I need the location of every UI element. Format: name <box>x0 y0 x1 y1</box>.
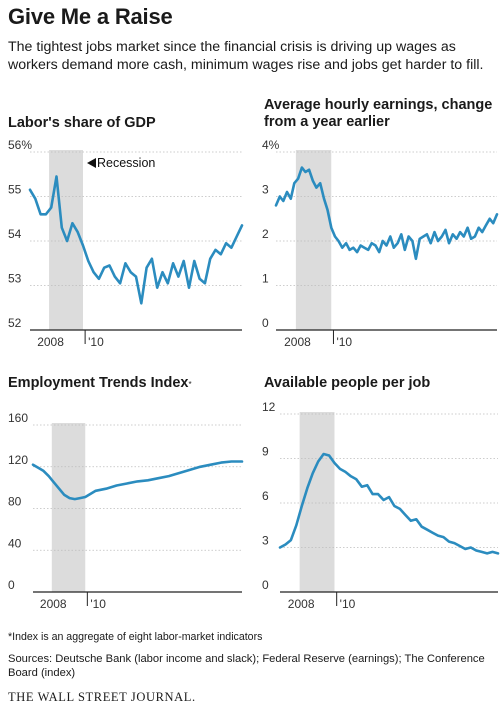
x-tick-label: '10 <box>88 335 104 349</box>
y-tick-label: 9 <box>262 445 269 459</box>
chart-1-title: Labor's share of GDP <box>8 115 156 131</box>
chart-people-per-job: 12 9 6 3 0 2008 '10 <box>262 400 500 611</box>
y-tick-label: 56% <box>8 140 32 152</box>
annotation-arrow <box>87 158 96 168</box>
x-tick-label: 2008 <box>288 597 315 611</box>
y-tick-label: 2 <box>262 227 269 241</box>
recession-shading <box>299 412 335 592</box>
y-tick-label: 40 <box>8 536 22 550</box>
chart-2-title: Average hourly earnings, change from a y… <box>264 97 493 130</box>
y-tick-label: 4% <box>262 140 280 152</box>
y-tick-label: 120 <box>8 453 28 467</box>
footnote-mark: * <box>188 380 192 389</box>
chart-employment-trends: 160 120 80 40 0 2008 '10 <box>8 411 244 611</box>
x-tick-label: 2008 <box>40 597 67 611</box>
chart-4-title: Available people per job <box>264 375 431 391</box>
chart-3-title-text: Employment Trends Index <box>8 375 189 391</box>
x-tick-label: '10 <box>340 597 356 611</box>
y-tick-label: 3 <box>262 534 269 548</box>
publisher-logo: THE WALL STREET JOURNAL. <box>8 690 196 704</box>
series-line <box>28 175 244 305</box>
y-tick-label: 0 <box>262 578 269 592</box>
x-tick-label: 2008 <box>37 335 64 349</box>
recession-shading <box>51 423 86 592</box>
page-subtitle: The tightest jobs market since the finan… <box>8 39 484 73</box>
y-tick-label: 3 <box>262 183 269 197</box>
chart-3-title: Employment Trends Index* <box>8 375 192 392</box>
y-tick-label: 52 <box>8 316 22 330</box>
x-tick-label: '10 <box>336 335 352 349</box>
y-tick-label: 6 <box>262 489 269 503</box>
y-tick-label: 55 <box>8 183 22 197</box>
y-tick-label: 12 <box>262 400 276 414</box>
y-tick-label: 0 <box>8 578 15 592</box>
x-tick-label: 2008 <box>284 335 311 349</box>
y-tick-label: 80 <box>8 495 22 509</box>
y-tick-label: 53 <box>8 272 22 286</box>
recession-shading <box>295 150 332 330</box>
y-tick-label: 0 <box>262 316 269 330</box>
y-tick-label: 54 <box>8 227 22 241</box>
series-line <box>31 460 244 501</box>
sources-note: Sources: Deutsche Bank (labor income and… <box>8 653 485 679</box>
series-line <box>278 452 500 555</box>
chart-hourly-earnings: 4% 3 2 1 0 2008 '10 <box>262 140 499 349</box>
footnote: *Index is an aggregate of eight labor-ma… <box>8 631 263 643</box>
y-tick-label: 160 <box>8 411 28 425</box>
chart-labor-share: 56% 55 54 53 52 2008 '10 Recession <box>8 140 244 349</box>
page-title: Give Me a Raise <box>8 4 173 29</box>
series-line <box>274 166 499 261</box>
y-tick-label: 1 <box>262 272 269 286</box>
x-tick-label: '10 <box>90 597 106 611</box>
recession-annotation: Recession <box>97 156 155 170</box>
